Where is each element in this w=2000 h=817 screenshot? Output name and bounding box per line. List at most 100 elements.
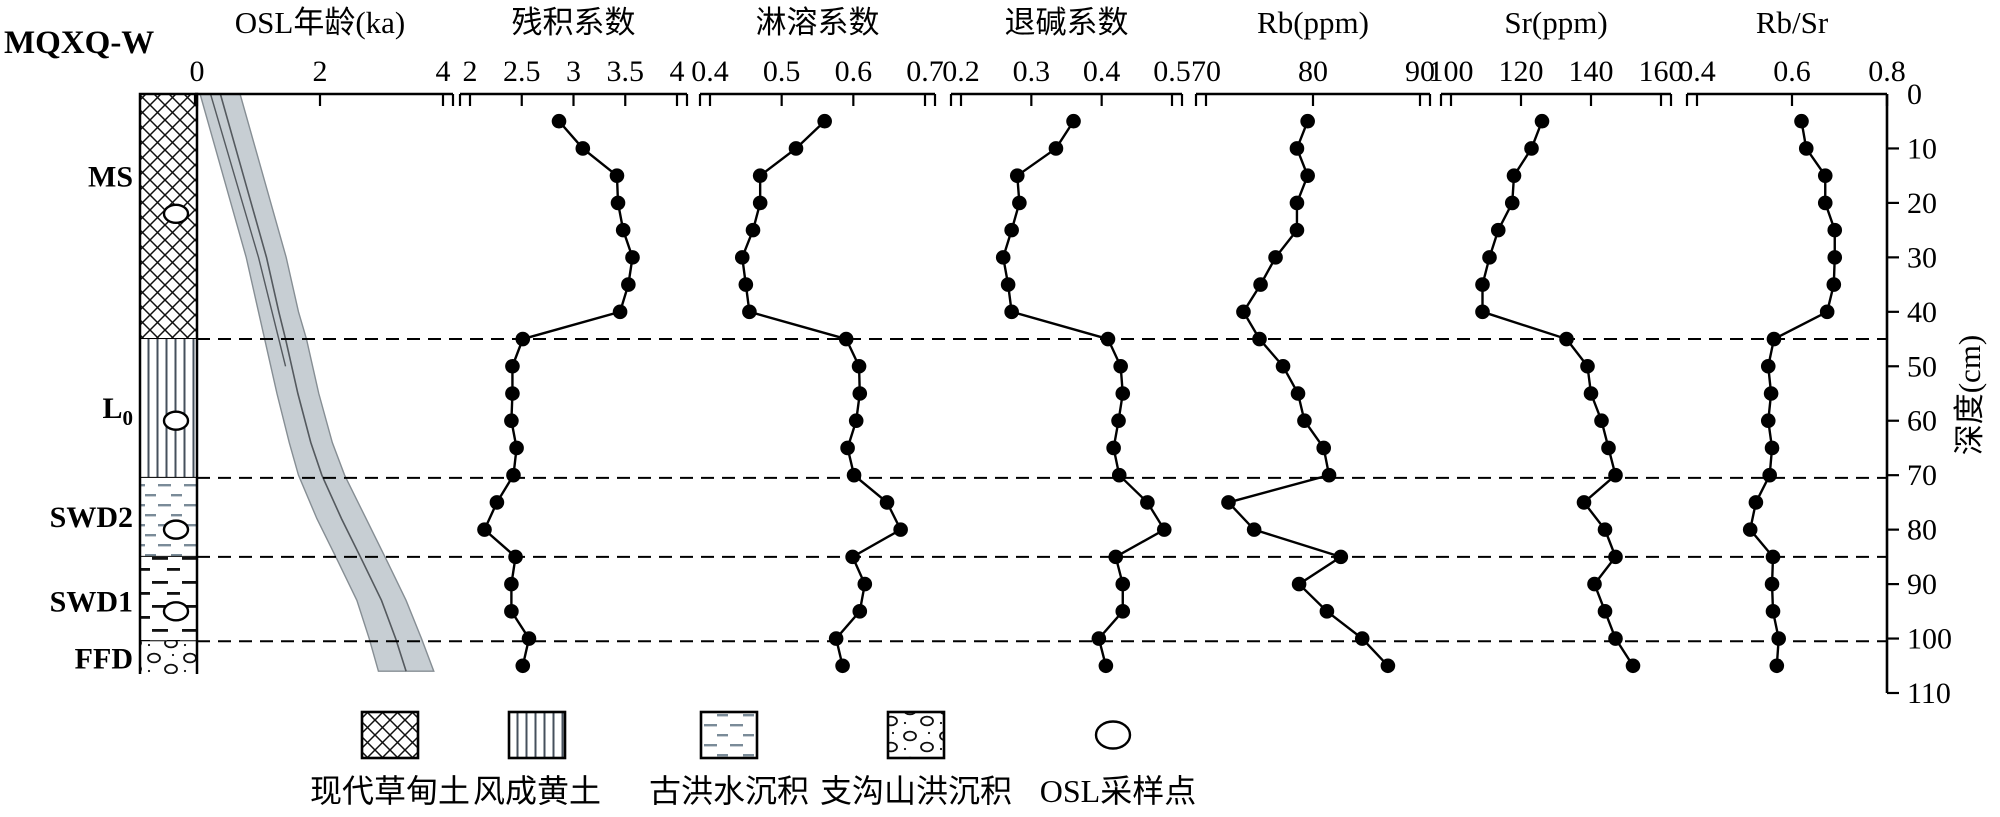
axis-tick-label: 0.7: [906, 55, 944, 88]
data-point: [1764, 440, 1780, 456]
data-point: [1762, 467, 1777, 483]
data-point: [835, 658, 850, 674]
depth-tick-label: 90: [1907, 568, 1937, 601]
data-point: [506, 467, 521, 483]
data-point: [1608, 549, 1623, 565]
panel-title-rb_sr: Rb/Sr: [1756, 5, 1829, 40]
data-point: [1597, 522, 1613, 537]
osl-age-center-line: [219, 93, 407, 672]
data-point: [625, 250, 640, 265]
data-point: [1004, 304, 1019, 320]
data-point: [851, 358, 867, 374]
panel-title-sr: Sr(ppm): [1504, 5, 1607, 40]
panel-title-alkali_removal_coeff: 退碱系数: [1005, 5, 1129, 40]
data-point: [504, 413, 519, 429]
strat-unit-label-l0: L0: [102, 392, 133, 430]
depth-tick-label: 80: [1907, 514, 1937, 547]
data-point: [1066, 113, 1081, 129]
data-point: [745, 222, 761, 238]
data-point: [1826, 277, 1842, 292]
data-point: [1827, 250, 1843, 265]
legend-item-4: OSL采样点: [1040, 720, 1196, 809]
depth-tick-label: 50: [1907, 350, 1937, 383]
axis-tick-label: 0.2: [942, 55, 980, 88]
axis-tick-label: 120: [1499, 55, 1544, 88]
strat-unit-label-swd1: SWD1: [50, 585, 133, 618]
data-point: [1475, 277, 1490, 292]
data-point: [1354, 631, 1370, 646]
data-point: [1490, 222, 1506, 238]
depth-tick-label: 60: [1907, 405, 1937, 438]
panel-title-residual_coeff: 残积系数: [512, 5, 636, 40]
data-point: [752, 168, 768, 183]
data-point: [1763, 386, 1779, 401]
data-point: [1765, 549, 1781, 565]
data-point: [738, 277, 754, 292]
osl-age-second-line: [209, 93, 287, 367]
data-point: [1009, 168, 1025, 183]
legend-osl-ellipse-swatch: [1094, 720, 1132, 750]
series-line-alkali_removal_coeff: [1001, 120, 1166, 667]
data-point: [879, 495, 895, 510]
data-point: [1290, 386, 1306, 401]
data-point: [1380, 658, 1396, 674]
data-point: [610, 195, 626, 211]
data-point: [1580, 358, 1595, 374]
data-point: [1506, 168, 1522, 183]
depth-axis-title: 深度(cm): [1952, 335, 1987, 456]
series-line-rb: [1226, 120, 1389, 667]
data-point: [1004, 222, 1019, 238]
osl-age-envelope: [199, 93, 435, 672]
strat-unit-label-ms: MS: [88, 161, 133, 194]
data-point: [521, 631, 537, 646]
axis-tick-label: 0.4: [1678, 55, 1716, 88]
data-point: [1817, 168, 1833, 183]
data-point: [1482, 250, 1497, 265]
data-point: [1771, 631, 1786, 646]
data-point: [1625, 658, 1641, 674]
site-label: MQXQ-W: [4, 25, 154, 61]
data-point: [1748, 495, 1764, 510]
stratigraphic-column: MS L0 SWD2 SWD1 FFD: [50, 92, 199, 676]
data-point: [838, 331, 854, 347]
strat-unit-swd2: [140, 477, 197, 557]
data-point: [1252, 331, 1267, 347]
depth-tick-label: 10: [1907, 132, 1937, 165]
data-point: [1289, 195, 1305, 211]
axis-tick-label: 140: [1569, 55, 1614, 88]
panel-rb: Rb(ppm) 70 80 90: [1191, 5, 1435, 674]
data-point: [828, 631, 844, 646]
axis-tick-label: 3.5: [607, 55, 645, 88]
data-point: [1742, 522, 1758, 537]
data-point: [1091, 631, 1107, 646]
data-point: [1115, 386, 1131, 401]
data-point: [612, 304, 628, 320]
data-point: [1319, 604, 1335, 619]
strat-unit-label-ffd: FFD: [75, 643, 133, 676]
osl-sample-point-1: [162, 410, 190, 431]
legend-item-0: 现代草甸土: [310, 710, 470, 809]
data-point: [1236, 304, 1251, 320]
data-point: [515, 331, 531, 347]
data-point: [852, 386, 868, 401]
data-point: [1111, 467, 1127, 483]
data-point: [995, 250, 1011, 265]
osl-sample-point-3: [162, 601, 190, 622]
panel-title-osl_age: OSL年龄(ka): [235, 5, 405, 40]
panel-residual_coeff: 残积系数 2 2.5 3 3.5 4: [458, 5, 689, 674]
data-point: [508, 549, 523, 565]
data-point: [1524, 141, 1539, 156]
data-point: [1106, 440, 1121, 456]
panel-alkali_removal_coeff: 退碱系数 0.2 0.3 0.4 0.5: [942, 5, 1191, 674]
data-point: [1115, 576, 1131, 592]
data-point: [615, 222, 631, 238]
panel-rb_sr: Rb/Sr 0.4 0.6 0.8: [1678, 5, 1906, 674]
data-point: [1559, 331, 1574, 347]
data-point: [852, 604, 868, 619]
data-point: [1268, 250, 1283, 265]
legend-pattern-swatch-dashes_blue: [699, 710, 759, 760]
data-point: [489, 495, 505, 510]
data-point: [504, 576, 519, 592]
data-point: [1601, 440, 1616, 456]
data-point: [1827, 222, 1843, 238]
